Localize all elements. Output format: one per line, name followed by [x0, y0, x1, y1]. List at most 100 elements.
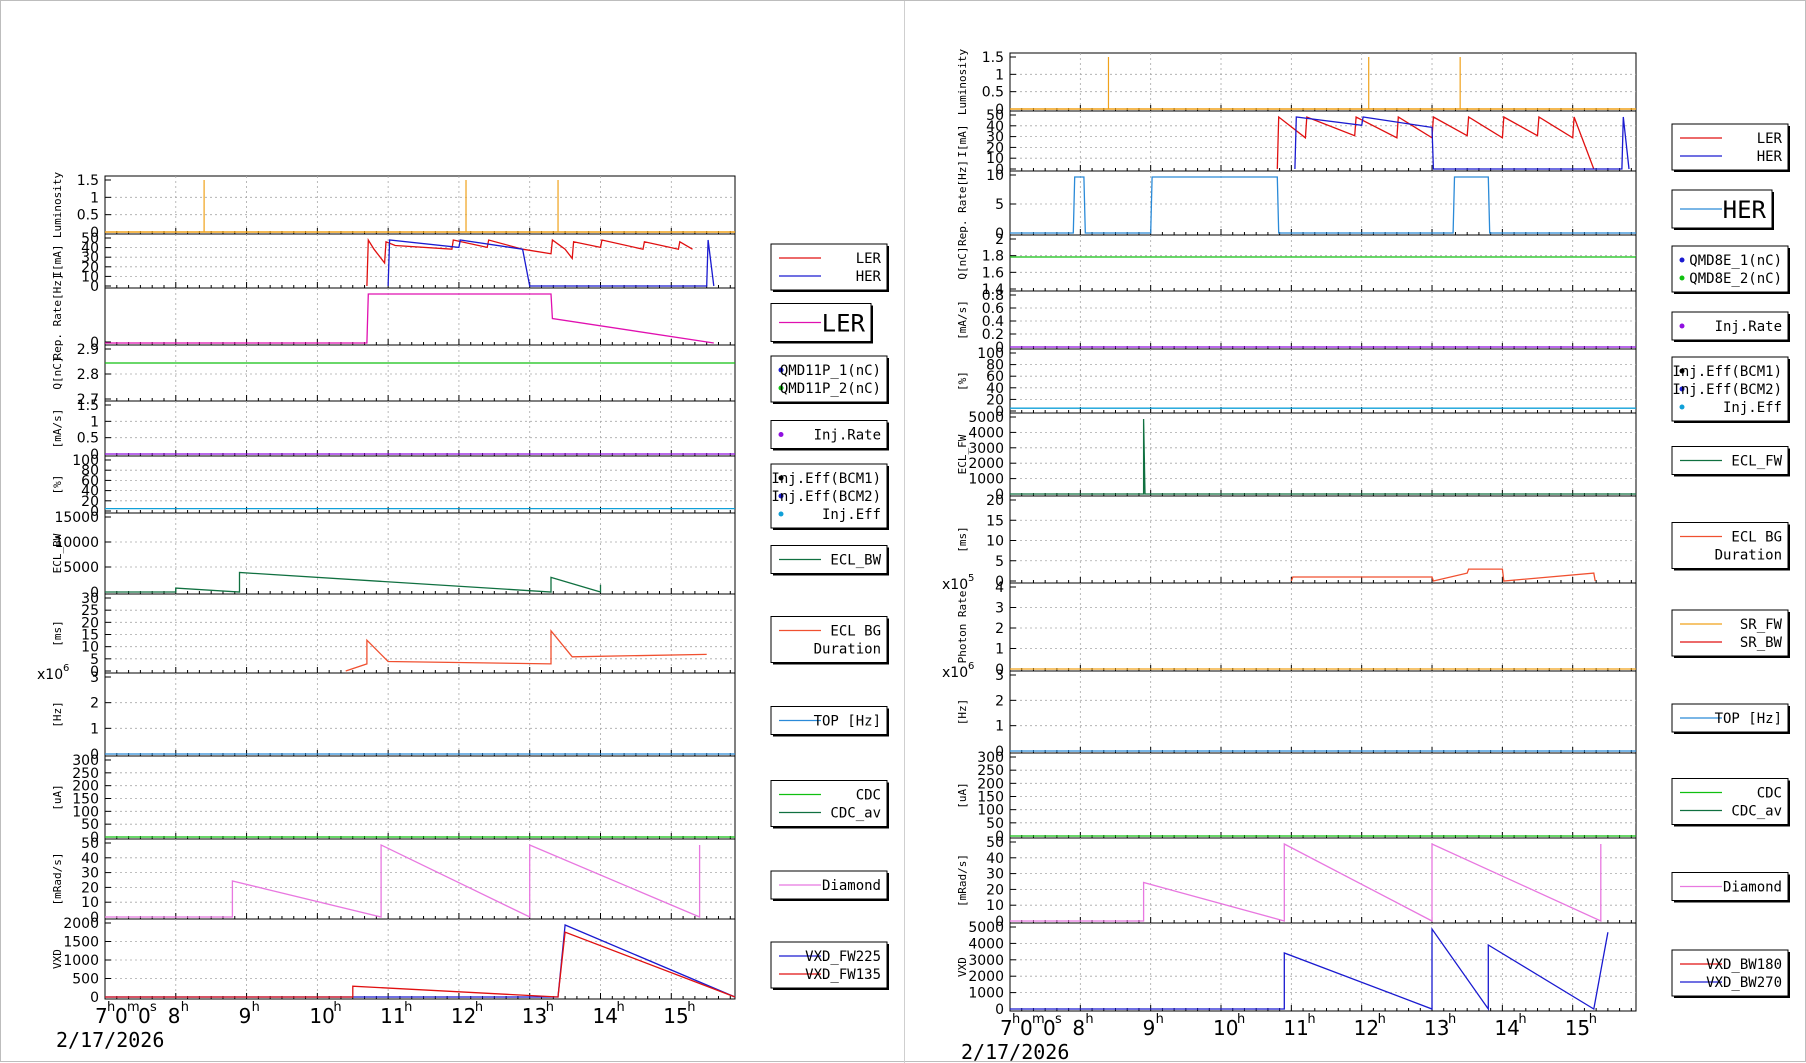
y-axis-label: I[mA]: [51, 244, 64, 277]
time-tick-hour: 12: [451, 1004, 476, 1028]
y-tick-label: 4000: [968, 425, 1004, 441]
time-tick-hour: 11: [380, 1004, 405, 1028]
y-tick-label: 4000: [968, 936, 1004, 952]
y-axis-label: Rep. Rate[Hz]: [956, 160, 969, 246]
y-tick-label: 3: [995, 668, 1004, 684]
legend-label: Inj.Eff(BCM1): [1672, 364, 1782, 380]
time-unit-h: h: [1518, 1012, 1526, 1027]
time-unit-h: h: [1012, 1012, 1020, 1027]
legend-frame: [1671, 356, 1789, 422]
panel-divider: [904, 1, 905, 1063]
time-unit-s: s: [150, 1000, 157, 1015]
legend-label: SR_FW: [1740, 617, 1783, 633]
legend-swatch-dot: [1679, 257, 1685, 263]
legend-label: Inj.Eff(BCM2): [1672, 382, 1782, 398]
legend-frame: [770, 780, 888, 827]
time-tick-hour: 13: [1424, 1016, 1449, 1040]
y-tick-label: 300: [72, 753, 99, 769]
y-tick-label: 30: [986, 867, 1004, 883]
y-tick-label: 10: [986, 898, 1004, 914]
y-tick-label: 1: [995, 67, 1004, 83]
y-axis-label: [uA]: [956, 782, 969, 809]
series-line-her: [1294, 116, 1630, 170]
time-seconds: 0: [1043, 1016, 1056, 1040]
y-tick-label: 15000: [54, 510, 99, 526]
y-tick-label: 80: [81, 463, 99, 479]
y-tick-label: 2.7: [77, 392, 99, 408]
time-tick-hour: 13: [522, 1004, 547, 1028]
time-unit-m: m: [1032, 1012, 1045, 1027]
y-tick-label: 40: [986, 119, 1004, 135]
legend-frame: [1671, 949, 1789, 997]
legend-swatch-dot: [778, 432, 784, 437]
plot-row-4: 0.80.60.40.20 [mA/s]: [956, 288, 1637, 356]
y-tick-label: 500: [72, 972, 99, 988]
time-tick-label: 15h: [1565, 1012, 1597, 1040]
time-tick-hour: 7: [1000, 1016, 1013, 1040]
series-line-diamond: [105, 843, 701, 919]
y-tick-label: 150: [977, 790, 1004, 806]
plot-row-9: 3 2 1 0 [Hz] x10 6: [942, 661, 1637, 760]
plot-frame: [104, 755, 736, 840]
y-axis-label: [uA]: [51, 784, 64, 811]
y-tick-label: 0: [995, 829, 1004, 845]
y-tick-label: 0: [90, 910, 99, 926]
y-tick-label: 30: [986, 130, 1004, 146]
series-line-ecl-fw: [1010, 418, 1636, 495]
y-tick-label: 80: [986, 358, 1004, 374]
y-tick-label: 5000: [63, 560, 99, 576]
series-line-ecl-bw: [105, 571, 602, 593]
legend-box: Inj.Eff(BCM1) Inj.Eff(BCM2) Inj.Eff: [770, 463, 889, 530]
plot-frame: [1009, 170, 1637, 236]
time-tick-hour: 9: [239, 1004, 252, 1028]
plot-row-8: 3 2 1 0 [Hz] x10 6: [37, 663, 736, 763]
plot-frame: [104, 233, 736, 289]
legend-label: Diamond: [1723, 880, 1782, 896]
legend-label: Inj.Eff(BCM2): [771, 489, 881, 505]
y-axis-label: Luminosity: [51, 172, 64, 239]
time-tick-label: 15h: [663, 1000, 695, 1028]
y-tick-label: 2: [995, 232, 1004, 248]
time-unit-h: h: [546, 1000, 554, 1015]
y-tick-label: 50: [81, 231, 99, 247]
legend-label: ECL BG: [830, 624, 881, 640]
y-tick-label: 20: [986, 392, 1004, 408]
axis-multiplier: x10: [942, 577, 968, 593]
y-tick-label: 20: [986, 493, 1004, 509]
y-tick-label: 100: [977, 346, 1004, 362]
y-tick-label: 5000: [968, 410, 1004, 426]
y-tick-label: 2: [995, 693, 1004, 709]
y-tick-label: 0.2: [982, 327, 1004, 343]
y-axis-label: [Hz]: [956, 699, 969, 726]
plot-frame: [1009, 290, 1637, 350]
axis-multiplier-exponent: 5: [968, 573, 974, 584]
legend-box: LER HER: [1671, 123, 1790, 172]
series-line-ler: [105, 293, 714, 344]
series-line-her: [387, 239, 715, 287]
time-unit-h: h: [1589, 1012, 1597, 1027]
y-tick-label: 2: [90, 696, 99, 712]
legend-label: Diamond: [822, 878, 881, 894]
legend-box: TOP [Hz]: [1671, 703, 1790, 734]
y-tick-label: 5: [90, 652, 99, 668]
plot-frame: [1009, 348, 1637, 414]
legend-label: LER: [856, 251, 882, 267]
y-tick-label: 0: [90, 335, 99, 351]
y-tick-label: 100: [72, 804, 99, 820]
y-tick-label: 4: [995, 580, 1004, 596]
y-tick-label: 50: [81, 836, 99, 852]
time-unit-h: h: [1448, 1012, 1456, 1027]
y-tick-label: 3: [90, 670, 99, 686]
legend-label: CDC: [856, 788, 881, 804]
y-tick-label: 0: [995, 340, 1004, 356]
y-tick-label: 10000: [54, 535, 99, 551]
y-tick-label: 10: [986, 151, 1004, 167]
y-tick-label: 0: [90, 447, 99, 463]
legend-frame: [770, 420, 888, 449]
y-axis-label: [ms]: [956, 526, 969, 553]
y-tick-label: 2.9: [77, 342, 99, 358]
y-tick-label: 200: [977, 776, 1004, 792]
axis-multiplier-exponent: 6: [63, 663, 69, 674]
